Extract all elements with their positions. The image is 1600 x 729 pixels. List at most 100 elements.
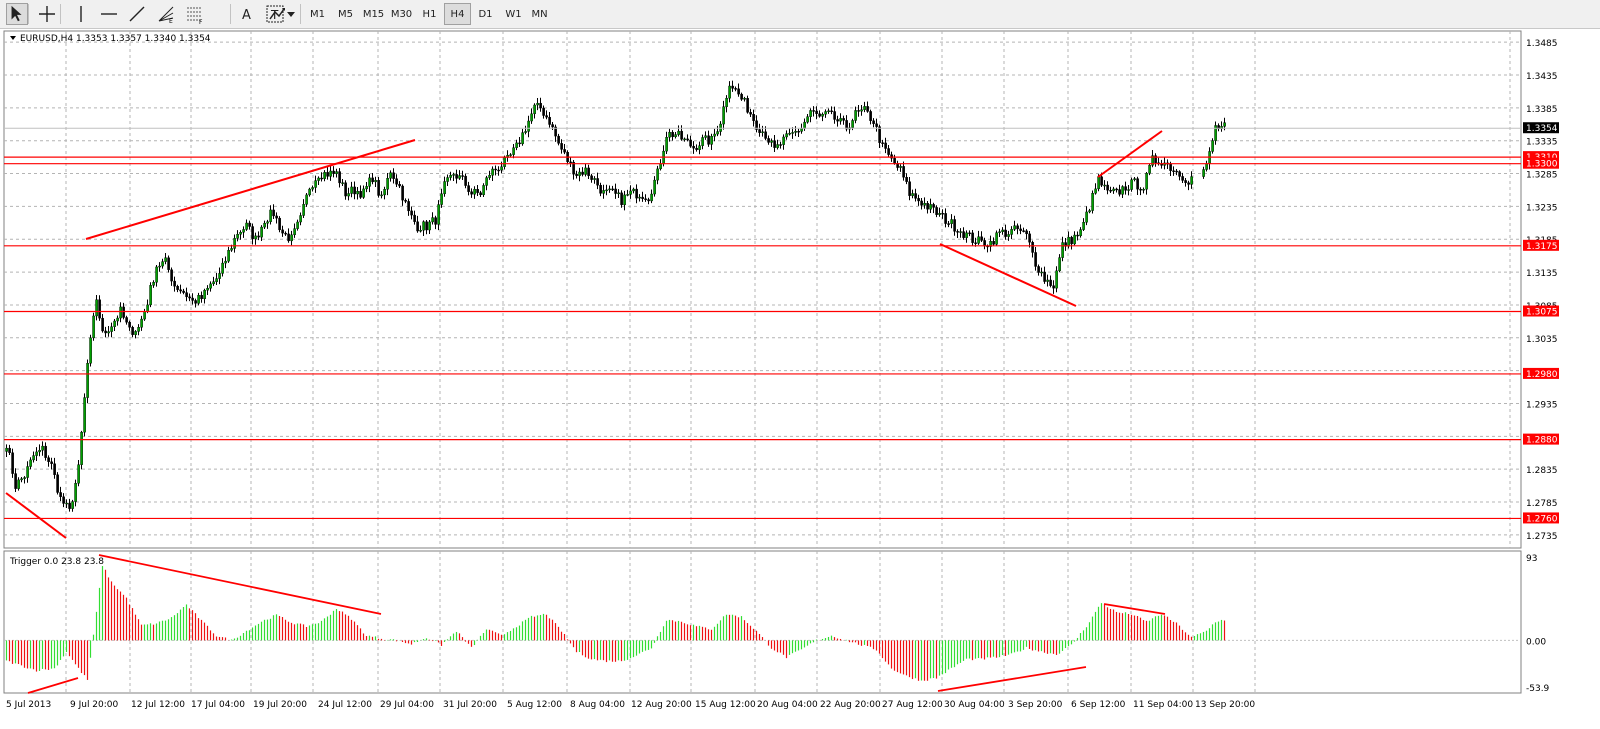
candle-body bbox=[281, 229, 284, 234]
candle-body bbox=[233, 238, 236, 249]
timeframe-h4[interactable]: H4 bbox=[444, 3, 471, 25]
candle-body bbox=[794, 130, 797, 133]
x-tick-label: 29 Jul 04:00 bbox=[380, 700, 434, 710]
candle-body bbox=[653, 179, 656, 195]
candle-body bbox=[578, 171, 581, 176]
candle-body bbox=[743, 98, 746, 100]
trendline-tool[interactable] bbox=[126, 3, 148, 25]
candle-body bbox=[1091, 193, 1094, 211]
cursor-icon bbox=[11, 5, 22, 22]
candle-body bbox=[827, 110, 830, 113]
timeframe-w1[interactable]: W1 bbox=[505, 8, 522, 20]
candle-body bbox=[74, 483, 77, 502]
candle-body bbox=[935, 207, 938, 215]
candle-body bbox=[1211, 140, 1214, 152]
candle-body bbox=[371, 177, 374, 183]
candle-body bbox=[458, 175, 461, 179]
x-tick-label: 12 Aug 20:00 bbox=[631, 700, 692, 710]
candle-body bbox=[500, 166, 503, 171]
candle-body bbox=[467, 185, 470, 192]
timeframe-h1[interactable]: H1 bbox=[422, 8, 437, 20]
candle-body bbox=[1052, 285, 1055, 289]
candle-body bbox=[533, 104, 536, 115]
candle-body bbox=[1214, 125, 1217, 141]
candle-body bbox=[29, 459, 32, 467]
timeframe-m1[interactable]: M1 bbox=[310, 8, 325, 20]
candle-body bbox=[386, 178, 389, 190]
timeframe-m15[interactable]: M15 bbox=[362, 8, 385, 20]
candle-body bbox=[383, 189, 386, 196]
candle-body bbox=[1205, 163, 1208, 170]
indicator-trendline bbox=[937, 666, 1087, 692]
vertical-line-tool[interactable] bbox=[70, 3, 92, 25]
candle-body bbox=[1127, 189, 1130, 191]
fibonacci-retracement-icon: F bbox=[187, 7, 203, 25]
level-price-tag bbox=[1523, 433, 1559, 445]
candle-body bbox=[953, 219, 956, 232]
cursor-tool[interactable] bbox=[6, 3, 28, 25]
candle-body bbox=[521, 132, 524, 145]
indicator-scale-label: 0.00 bbox=[1526, 637, 1546, 647]
candle-body bbox=[761, 131, 764, 133]
candle-body bbox=[122, 306, 125, 318]
x-tick-label: 3 Sep 20:00 bbox=[1008, 700, 1063, 710]
candle-body bbox=[1025, 230, 1028, 235]
candle-body bbox=[983, 240, 986, 247]
candle-body bbox=[395, 178, 398, 185]
candle-body bbox=[473, 188, 476, 195]
candle-body bbox=[839, 118, 842, 122]
candle-body bbox=[1217, 125, 1220, 129]
candle-body bbox=[671, 132, 674, 138]
candle-body bbox=[1058, 257, 1061, 272]
candle-body bbox=[1004, 229, 1007, 237]
text-tool[interactable]: A bbox=[236, 3, 258, 25]
timeframe-m30[interactable]: M30 bbox=[390, 8, 413, 20]
candle-body bbox=[686, 138, 689, 141]
timeframe-m5[interactable]: M5 bbox=[338, 8, 353, 20]
candle-body bbox=[236, 234, 239, 239]
horizontal-line-tool[interactable] bbox=[98, 3, 120, 25]
level-price-label: 1.2760 bbox=[1526, 514, 1558, 524]
candle-body bbox=[419, 230, 422, 232]
arrows-tool[interactable] bbox=[266, 3, 288, 25]
timeframe-d1[interactable]: D1 bbox=[478, 8, 493, 20]
candle-body bbox=[110, 326, 113, 332]
x-tick-label: 5 Aug 12:00 bbox=[507, 700, 562, 710]
dropdown-arrow-tool[interactable] bbox=[285, 3, 297, 25]
candle-body bbox=[623, 194, 626, 206]
level-price-tag bbox=[1523, 239, 1559, 251]
candle-body bbox=[344, 182, 347, 197]
y-tick-label: 1.2935 bbox=[1526, 400, 1558, 410]
candle-body bbox=[575, 173, 578, 176]
candle-body bbox=[872, 120, 875, 124]
candle-body bbox=[227, 249, 230, 262]
fibonacci-retracement-tool[interactable]: F bbox=[184, 3, 206, 25]
level-price-label: 1.2980 bbox=[1526, 370, 1558, 380]
fibonacci-fan-tool[interactable]: E bbox=[155, 3, 177, 25]
candle-body bbox=[323, 172, 326, 179]
candle-body bbox=[290, 234, 293, 242]
candle-body bbox=[182, 290, 185, 293]
candle-body bbox=[338, 171, 341, 184]
text-label-tool[interactable]: T bbox=[264, 3, 286, 25]
candle-body bbox=[638, 196, 641, 199]
y-tick-label: 1.3035 bbox=[1526, 335, 1558, 345]
crosshair-tool[interactable] bbox=[36, 3, 58, 25]
timeframe-mn[interactable]: MN bbox=[531, 8, 548, 20]
candle-body bbox=[425, 221, 428, 231]
candle-body bbox=[398, 184, 401, 187]
candle-body bbox=[1112, 188, 1115, 192]
chart-area[interactable]: 1.3485 1.3435 1.3385 1.3335 1.3285 1.3235 1.31… bbox=[0, 29, 1600, 729]
indicator-trendline bbox=[98, 554, 382, 615]
arrows-icon bbox=[269, 8, 285, 20]
candle-body bbox=[1154, 155, 1157, 163]
candle-body bbox=[974, 242, 977, 244]
svg-text:F: F bbox=[199, 19, 203, 25]
trendline bbox=[939, 243, 1077, 307]
candle-body bbox=[11, 452, 14, 474]
x-tick-label: 11 Sep 04:00 bbox=[1133, 700, 1193, 710]
candle-body bbox=[47, 457, 50, 462]
indicator-scale-label: -53.9 bbox=[1526, 684, 1550, 694]
candle-body bbox=[968, 232, 971, 235]
candle-body bbox=[1124, 186, 1127, 191]
